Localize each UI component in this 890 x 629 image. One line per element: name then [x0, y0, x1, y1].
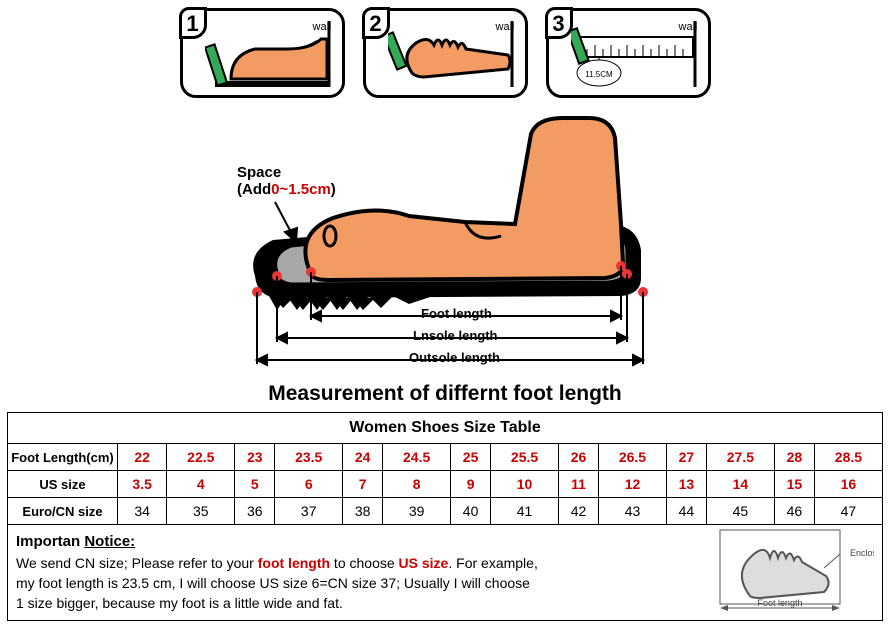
cell: 37	[275, 498, 343, 525]
cell: 27	[666, 444, 706, 471]
ruler-mark: 11.5CM	[585, 70, 613, 79]
cell: 10	[491, 471, 559, 498]
cell: 11	[559, 471, 599, 498]
cell: 41	[491, 498, 559, 525]
notice-l1c: to choose	[330, 555, 399, 571]
cell: 26.5	[598, 444, 666, 471]
step-num-1: 1	[179, 7, 207, 39]
cell: 25.5	[491, 444, 559, 471]
cell: 38	[343, 498, 383, 525]
cell: 46	[774, 498, 814, 525]
notice-l3: 1 size bigger, because my foot is a litt…	[16, 595, 343, 611]
outsole-length-label: Outsole length	[409, 350, 500, 365]
step-num-2: 2	[362, 7, 390, 39]
notice-l1e: . For example,	[448, 555, 537, 571]
cell: 7	[343, 471, 383, 498]
cell: 24.5	[383, 444, 451, 471]
cell: 42	[559, 498, 599, 525]
wall-label-3: wall	[679, 21, 698, 33]
cell: 40	[451, 498, 491, 525]
cell: 6	[275, 471, 343, 498]
cell: 5	[235, 471, 275, 498]
cell: 16	[814, 471, 882, 498]
space-close: )	[331, 181, 336, 198]
hdr-ussize: US size	[8, 471, 118, 498]
main-diagram: Space (Add0~1.5cm) Foot length Lnsole le…	[165, 104, 725, 374]
hdr-footlen: Foot Length(cm)	[8, 444, 118, 471]
cell: 44	[666, 498, 706, 525]
cell: 26	[559, 444, 599, 471]
page: 1 wall 2 wall	[0, 0, 890, 629]
insole-length-label: Lnsole length	[413, 328, 498, 343]
cell: 14	[706, 471, 774, 498]
step-1: 1 wall	[180, 8, 345, 98]
hdr-cnsize: Euro/CN size	[8, 498, 118, 525]
cell: 28.5	[814, 444, 882, 471]
cell: 45	[706, 498, 774, 525]
cell: 8	[383, 471, 451, 498]
row-footlen: Foot Length(cm) 22 22.5 23 23.5 24 24.5 …	[8, 444, 883, 471]
cell: 9	[451, 471, 491, 498]
wall-label-2: wall	[496, 21, 515, 33]
cell: 35	[167, 498, 235, 525]
size-table: Women Shoes Size Table Foot Length(cm) 2…	[7, 412, 883, 525]
cell: 3.5	[118, 471, 167, 498]
wall-label-1: wall	[313, 21, 332, 33]
space-val: 0~1.5cm	[271, 181, 331, 198]
cell: 15	[774, 471, 814, 498]
notice-box: Importan Notice: We send CN size; Please…	[7, 525, 883, 621]
row-ussize: US size 3.5 4 5 6 7 8 9 10 11 12 13 14 1…	[8, 471, 883, 498]
step-3: 3 11.5CM	[546, 8, 711, 98]
notice-heading-a: Importan	[16, 533, 80, 550]
foot-length-label: Foot length	[421, 306, 492, 321]
cell: 23	[235, 444, 275, 471]
notice-heading: Importan Notice:	[16, 533, 135, 550]
cell: 39	[383, 498, 451, 525]
notice-l1a: We send CN size; Please refer to your	[16, 555, 258, 571]
cell: 34	[118, 498, 167, 525]
cell: 24	[343, 444, 383, 471]
footlen-label: Foot length	[757, 598, 802, 608]
space-label: Space (Add0~1.5cm)	[237, 164, 336, 198]
caption: Measurement of differnt foot length	[6, 382, 884, 406]
space-add: (Add	[237, 181, 271, 198]
notice-foot-svg: Enclose Foot length	[714, 526, 874, 614]
cell: 36	[235, 498, 275, 525]
cell: 25	[451, 444, 491, 471]
notice-l1d: US size	[399, 555, 449, 571]
cell: 43	[598, 498, 666, 525]
cell: 22	[118, 444, 167, 471]
row-cnsize: Euro/CN size 34 35 36 37 38 39 40 41 42 …	[8, 498, 883, 525]
cell: 13	[666, 471, 706, 498]
cell: 4	[167, 471, 235, 498]
cell: 23.5	[275, 444, 343, 471]
cell: 47	[814, 498, 882, 525]
cell: 22.5	[167, 444, 235, 471]
enclose-label: Enclose	[850, 548, 874, 558]
cell: 28	[774, 444, 814, 471]
step-2: 2 wall	[363, 8, 528, 98]
notice-l2: my foot length is 23.5 cm, I will choose…	[16, 575, 530, 591]
steps-row: 1 wall 2 wall	[6, 8, 884, 98]
cell: 27.5	[706, 444, 774, 471]
table-title: Women Shoes Size Table	[8, 413, 883, 444]
step-num-3: 3	[545, 7, 573, 39]
notice-l1b: foot length	[258, 555, 330, 571]
cell: 12	[598, 471, 666, 498]
space-word: Space	[237, 164, 281, 181]
notice-heading-b: Notice:	[84, 533, 135, 550]
